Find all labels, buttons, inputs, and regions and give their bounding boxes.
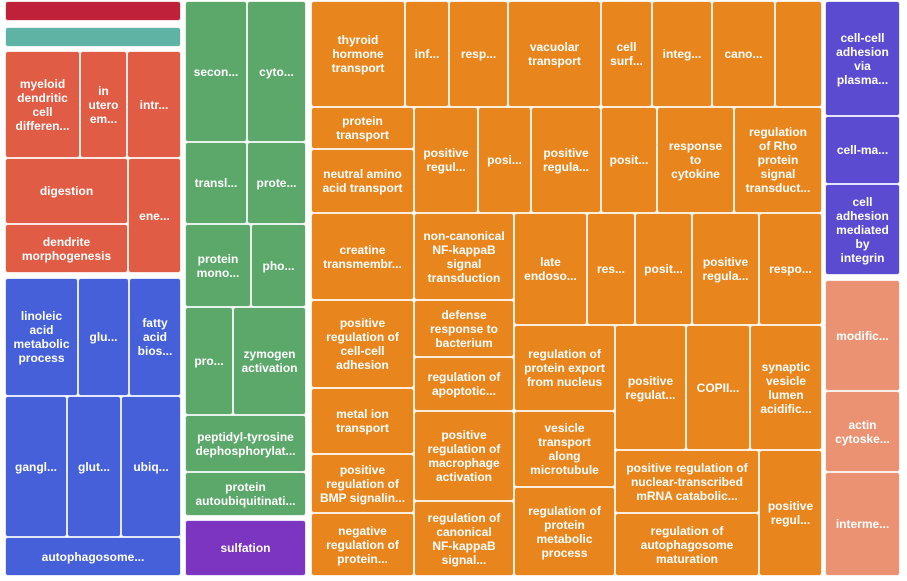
- treemap-tile[interactable]: positive regulation of cell-cell adhesio…: [311, 300, 414, 388]
- treemap-tile[interactable]: metal ion transport: [311, 388, 414, 454]
- treemap-tile[interactable]: [5, 27, 181, 47]
- treemap-tile[interactable]: integ...: [652, 1, 712, 107]
- treemap-tile[interactable]: positive regul...: [414, 107, 478, 213]
- treemap-tile[interactable]: positive regulation of BMP signalin...: [311, 454, 414, 513]
- treemap-tile[interactable]: thyroid hormone transport: [311, 1, 405, 107]
- treemap-tile[interactable]: cell adhesion mediated by integrin: [825, 184, 900, 275]
- treemap-tile[interactable]: resp...: [449, 1, 508, 107]
- treemap-tile[interactable]: protein mono...: [185, 224, 251, 307]
- treemap-tile[interactable]: [775, 1, 822, 107]
- treemap-tile[interactable]: regulation of canonical NF-kappaB signal…: [414, 501, 514, 576]
- treemap-tile[interactable]: response to cytokine: [657, 107, 734, 213]
- treemap-tile[interactable]: non-canonical NF-kappaB signal transduct…: [414, 213, 514, 300]
- treemap-tile[interactable]: modific...: [825, 280, 900, 391]
- treemap-tile[interactable]: linoleic acid metabolic process: [5, 278, 78, 396]
- treemap-tile[interactable]: [5, 1, 181, 21]
- treemap-tile[interactable]: cyto...: [247, 1, 306, 142]
- treemap-tile[interactable]: vesicle transport along microtubule: [514, 411, 615, 487]
- treemap-tile[interactable]: negative regulation of protein...: [311, 513, 414, 576]
- treemap-tile[interactable]: regulation of Rho protein signal transdu…: [734, 107, 822, 213]
- treemap-tile[interactable]: regulation of protein metabolic process: [514, 487, 615, 576]
- treemap-tile[interactable]: gangl...: [5, 396, 67, 537]
- treemap-tile[interactable]: protein autoubiquitinati...: [185, 472, 306, 516]
- treemap-tile[interactable]: prote...: [247, 142, 306, 224]
- treemap-tile[interactable]: vacuolar transport: [508, 1, 601, 107]
- treemap-tile[interactable]: glut...: [67, 396, 121, 537]
- treemap-tile[interactable]: neutral amino acid transport: [311, 149, 414, 213]
- treemap-tile[interactable]: cell-ma...: [825, 116, 900, 184]
- treemap-tile[interactable]: posi...: [478, 107, 531, 213]
- treemap-tile[interactable]: secon...: [185, 1, 247, 142]
- treemap-tile[interactable]: in utero em...: [80, 51, 127, 158]
- treemap-tile[interactable]: posit...: [635, 213, 692, 325]
- treemap-tile[interactable]: defense response to bacterium: [414, 300, 514, 357]
- treemap-tile[interactable]: sulfation: [185, 520, 306, 576]
- treemap-tile[interactable]: regulation of autophagosome maturation: [615, 513, 759, 576]
- treemap-tile[interactable]: positive regula...: [692, 213, 759, 325]
- treemap-tile[interactable]: zymogen activation: [233, 307, 306, 415]
- treemap-tile[interactable]: late endoso...: [514, 213, 587, 325]
- treemap-tile[interactable]: ene...: [128, 158, 181, 273]
- treemap-tile[interactable]: dendrite morphogenesis: [5, 224, 128, 273]
- treemap-tile[interactable]: regulation of apoptotic...: [414, 357, 514, 411]
- treemap-tile[interactable]: interme...: [825, 472, 900, 576]
- treemap-tile[interactable]: cell surf...: [601, 1, 652, 107]
- treemap-tile[interactable]: pho...: [251, 224, 306, 307]
- treemap-tile[interactable]: positive regula...: [531, 107, 601, 213]
- treemap-tile[interactable]: cell-cell adhesion via plasma...: [825, 1, 900, 116]
- treemap-tile[interactable]: positive regulat...: [615, 325, 686, 450]
- treemap-tile[interactable]: peptidyl-tyrosine dephosphorylat...: [185, 415, 306, 472]
- treemap-tile[interactable]: cano...: [712, 1, 775, 107]
- treemap-tile[interactable]: posit...: [601, 107, 657, 213]
- treemap-tile[interactable]: protein transport: [311, 107, 414, 149]
- treemap-tile[interactable]: myeloid dendritic cell differen...: [5, 51, 80, 158]
- treemap-tile[interactable]: glu...: [78, 278, 129, 396]
- treemap-tile[interactable]: synaptic vesicle lumen acidific...: [750, 325, 822, 450]
- treemap-tile[interactable]: intr...: [127, 51, 181, 158]
- treemap-tile[interactable]: digestion: [5, 158, 128, 224]
- treemap-tile[interactable]: COPII...: [686, 325, 750, 450]
- treemap-tile[interactable]: respo...: [759, 213, 822, 325]
- treemap-tile[interactable]: pro...: [185, 307, 233, 415]
- treemap-tile[interactable]: fatty acid bios...: [129, 278, 181, 396]
- treemap-tile[interactable]: res...: [587, 213, 635, 325]
- treemap-tile[interactable]: positive regulation of macrophage activa…: [414, 411, 514, 501]
- treemap-tile[interactable]: creatine transmembr...: [311, 213, 414, 300]
- treemap-tile[interactable]: autophagosome...: [5, 537, 181, 576]
- treemap-tile[interactable]: inf...: [405, 1, 449, 107]
- treemap-tile[interactable]: actin cytoske...: [825, 391, 900, 472]
- treemap-tile[interactable]: ubiq...: [121, 396, 181, 537]
- treemap-tile[interactable]: positive regul...: [759, 450, 822, 576]
- treemap-tile[interactable]: regulation of protein export from nucleu…: [514, 325, 615, 411]
- treemap-tile[interactable]: positive regulation of nuclear-transcrib…: [615, 450, 759, 513]
- treemap-tile[interactable]: transl...: [185, 142, 247, 224]
